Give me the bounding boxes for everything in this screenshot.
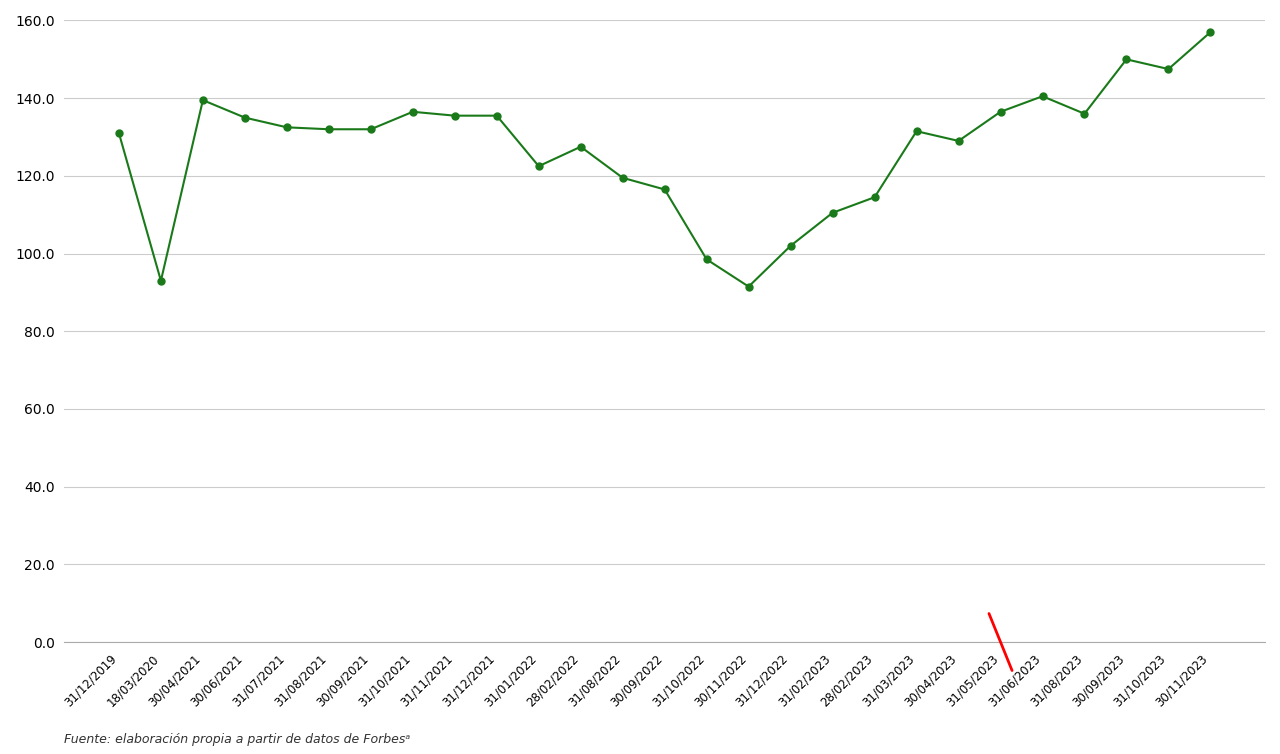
Text: Fuente: elaboración propia a partir de datos de Forbesᵃ: Fuente: elaboración propia a partir de d… [64,734,411,746]
